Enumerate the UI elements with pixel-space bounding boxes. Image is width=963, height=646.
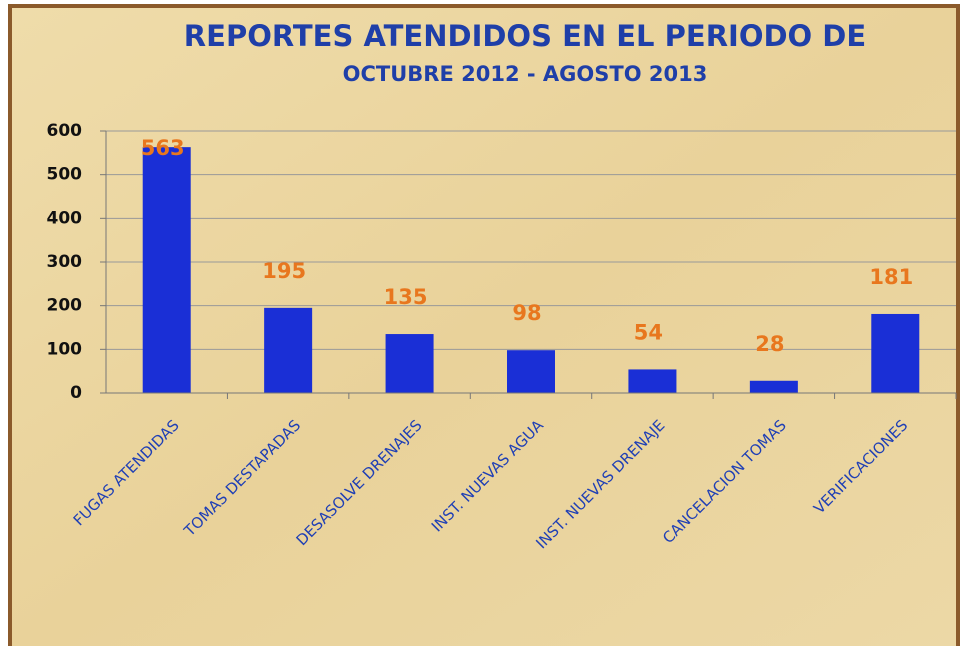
value-label: 563 <box>141 136 185 160</box>
y-tick-label: 400 <box>47 208 83 228</box>
bar <box>142 147 191 393</box>
bar <box>749 380 798 393</box>
y-tick-label: 0 <box>70 383 82 403</box>
value-label: 98 <box>512 301 541 325</box>
value-label: 54 <box>634 320 663 344</box>
y-tick-label: 500 <box>47 165 83 185</box>
y-tick-label: 100 <box>47 339 83 359</box>
value-label: 135 <box>384 285 428 309</box>
y-tick-label: 600 <box>47 121 83 141</box>
y-tick-label: 300 <box>47 252 83 272</box>
value-label: 28 <box>755 332 784 356</box>
bar <box>264 307 313 393</box>
chart-subtitle: OCTUBRE 2012 - AGOSTO 2013 <box>343 62 708 86</box>
bar <box>507 350 555 393</box>
bar <box>385 334 434 393</box>
bar <box>628 369 677 393</box>
chart-title: REPORTES ATENDIDOS EN EL PERIODO DE <box>184 19 866 53</box>
bar <box>871 313 920 393</box>
value-label: 181 <box>869 265 913 289</box>
value-label: 195 <box>262 259 306 283</box>
y-tick-label: 200 <box>47 296 83 316</box>
